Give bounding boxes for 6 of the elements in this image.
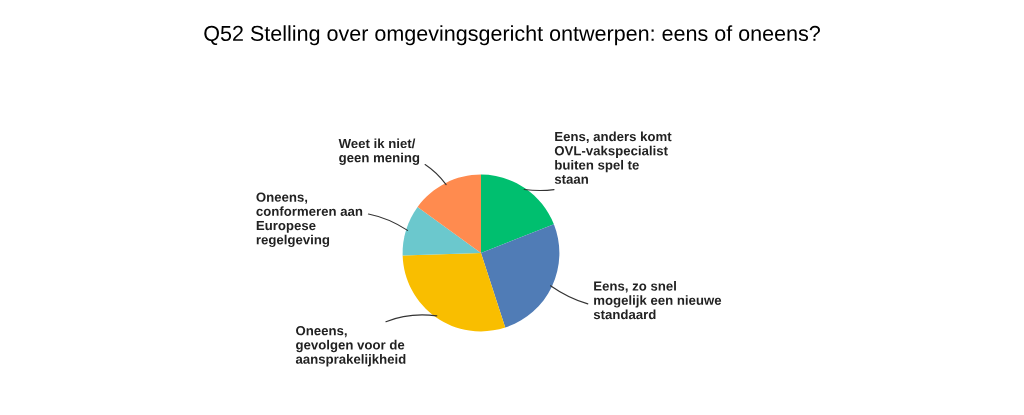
slice-label: Oneens, conformeren aan Europese regelgeving bbox=[256, 192, 363, 248]
chart-title: Q52 Stelling over omgevingsgericht ontwerpen: eens of oneens? bbox=[204, 25, 820, 46]
slice-label: Eens, zo snel mogelijk een nieuwe standaard bbox=[593, 281, 722, 320]
slice-label: Weet ik niet/ geen mening bbox=[338, 138, 420, 165]
slice-label: Oneens, gevolgen voor de aansprakelijkheid bbox=[295, 325, 406, 367]
slice-label: Eens, anders komt OVL-vakspecialist buiten spel te staan bbox=[554, 131, 672, 184]
